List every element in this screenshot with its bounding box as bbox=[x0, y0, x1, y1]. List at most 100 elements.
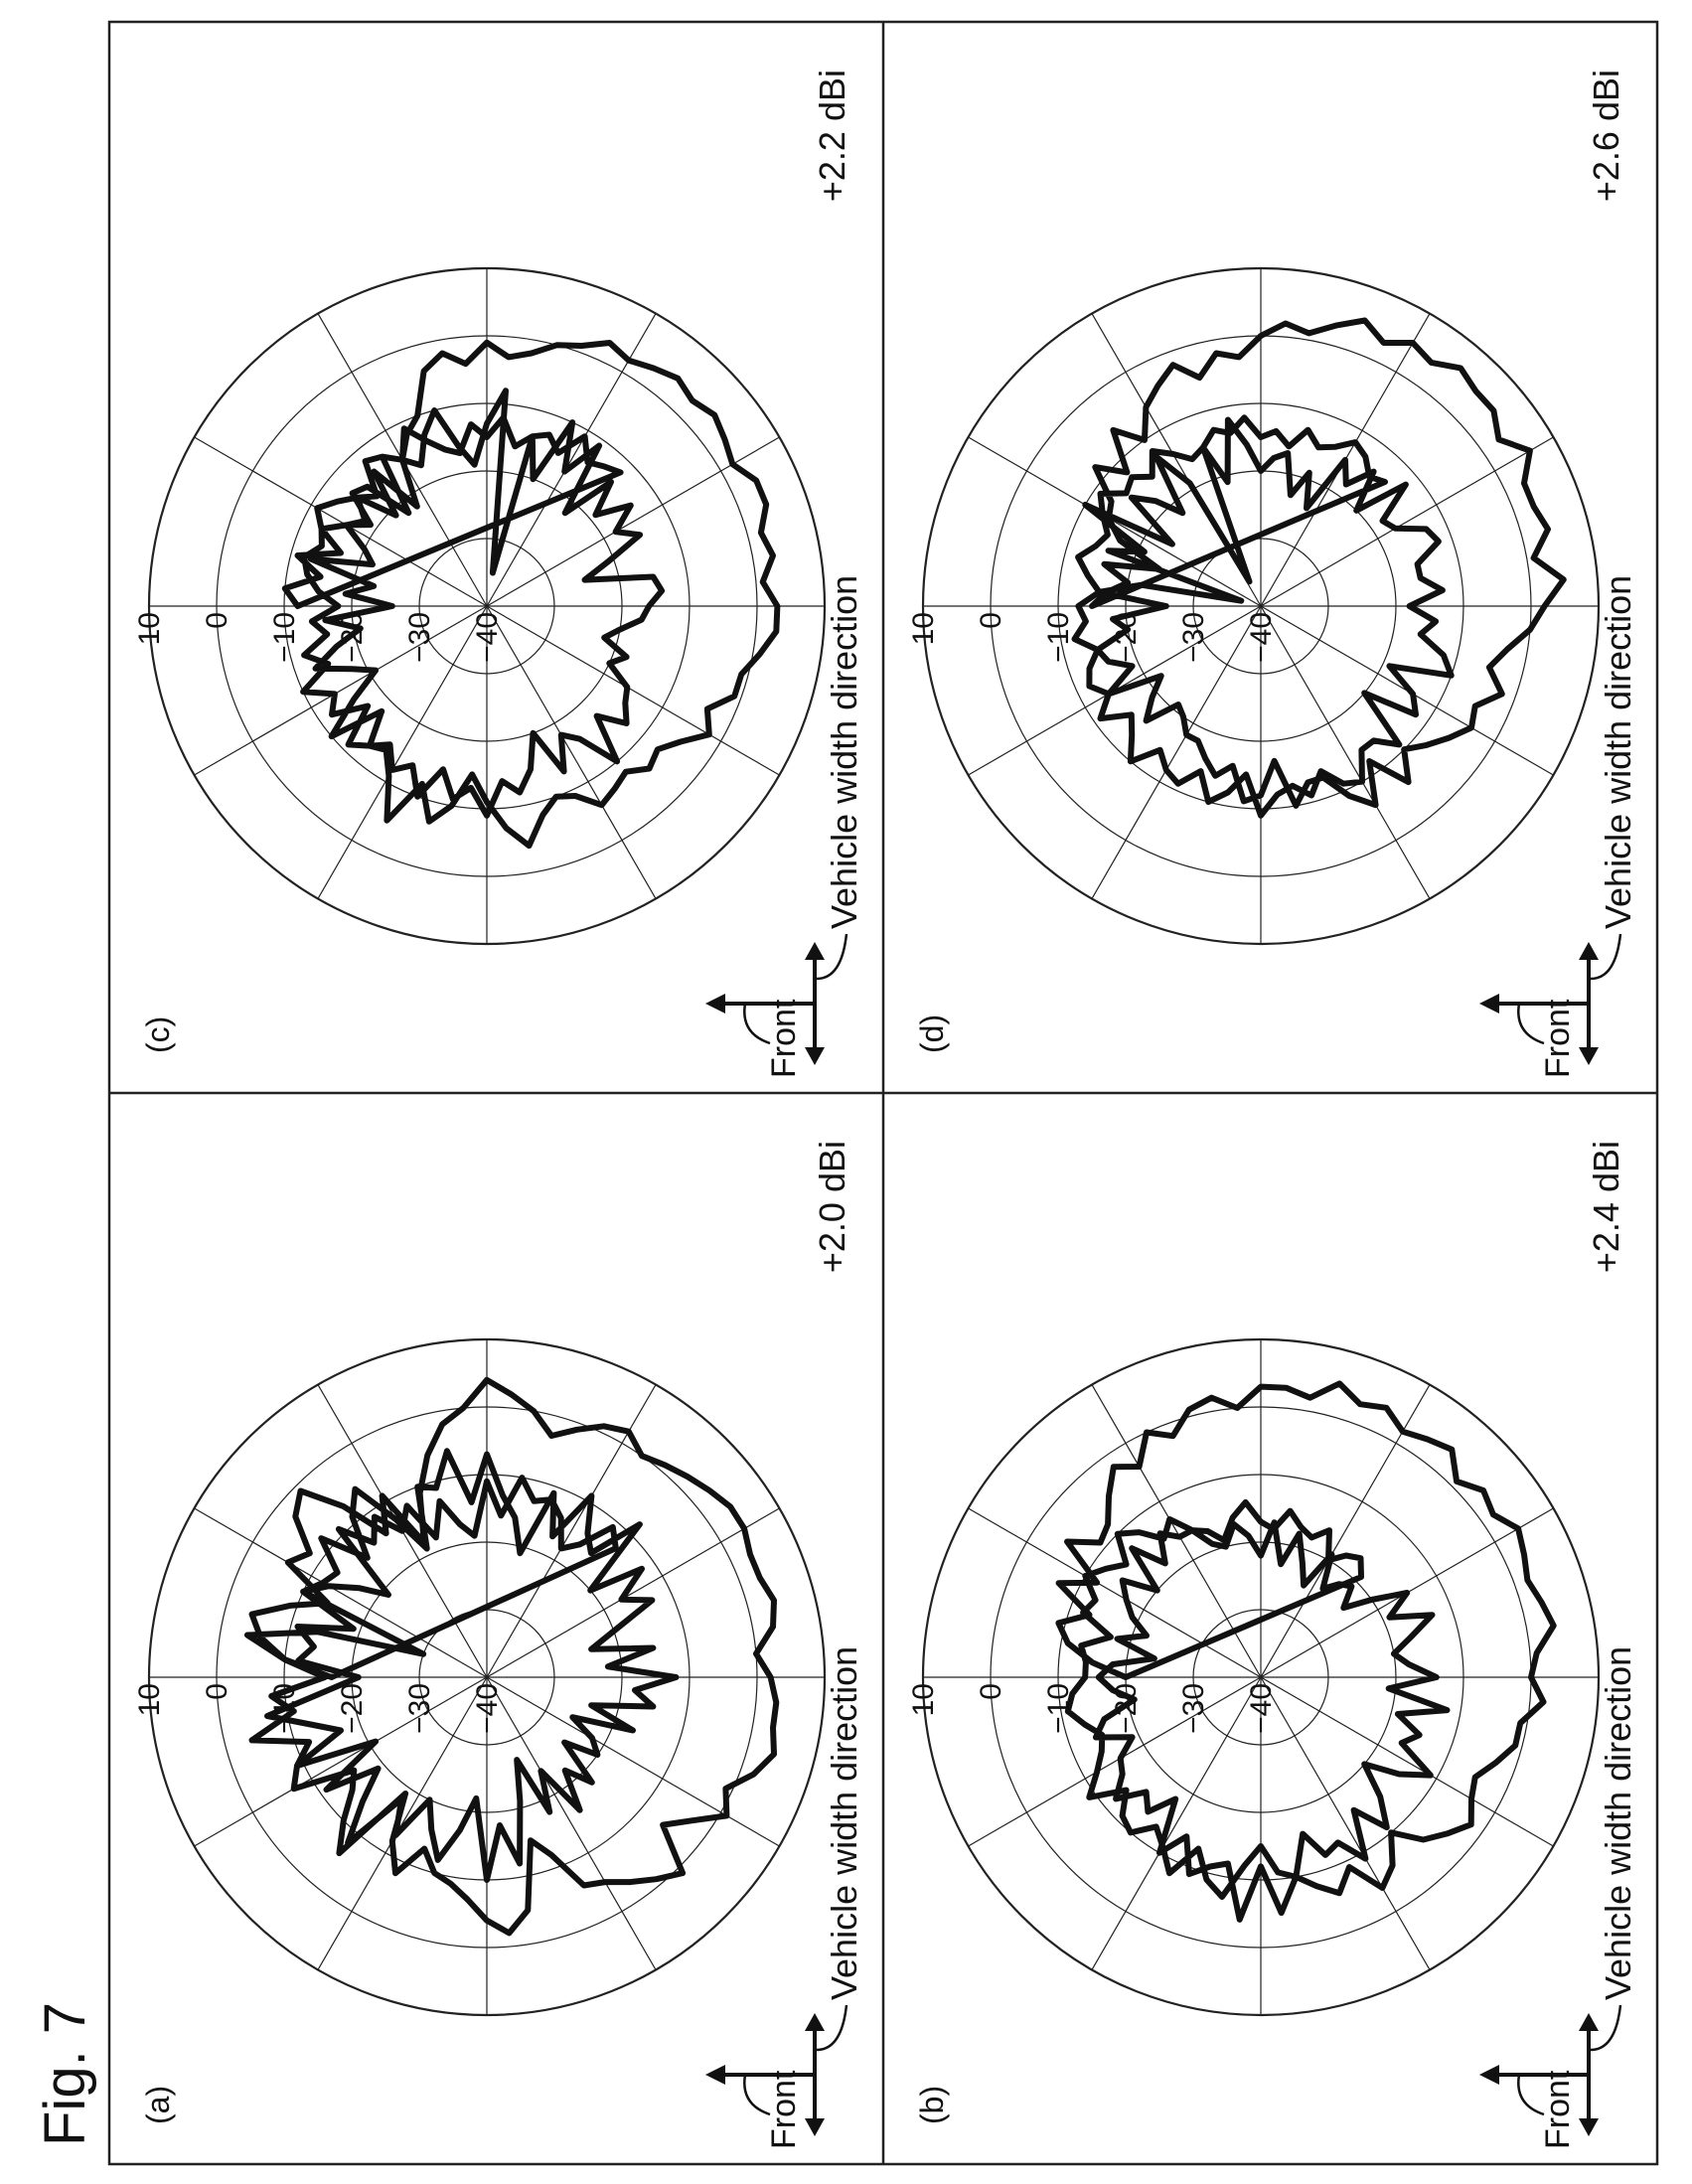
polar-spoke bbox=[194, 1676, 488, 1847]
width-arrow-head-left bbox=[1579, 2118, 1599, 2136]
orientation-arrows bbox=[1479, 2004, 1622, 2136]
polar-spoke bbox=[1260, 1676, 1554, 1847]
panel-frames bbox=[107, 20, 1659, 2166]
pattern-trace bbox=[1071, 317, 1567, 819]
gain-label: +2.6 dBi bbox=[1586, 70, 1626, 202]
polar-spoke bbox=[486, 605, 780, 776]
polar-spokes bbox=[149, 1339, 825, 2015]
radial-tick-label: −40 bbox=[471, 612, 504, 663]
pattern-trace bbox=[1055, 1380, 1557, 1923]
radial-tick-label: 0 bbox=[975, 1683, 1007, 1700]
direction-label: Vehicle width direction bbox=[1598, 1646, 1638, 2000]
gain-label: +2.2 dBi bbox=[812, 70, 852, 202]
polar-spoke bbox=[968, 1507, 1262, 1678]
front-label: Front bbox=[1539, 999, 1577, 1078]
pattern-trace bbox=[281, 339, 781, 850]
polar-spoke bbox=[1260, 436, 1554, 607]
polar-spoke bbox=[1260, 1384, 1431, 1678]
direction-label: Vehicle width direction bbox=[824, 1646, 864, 2000]
polar-spoke bbox=[1091, 1676, 1262, 1970]
pattern-trace bbox=[243, 1376, 780, 1937]
radial-tick-label: 0 bbox=[201, 1683, 233, 1700]
polar-spokes bbox=[923, 1339, 1599, 2015]
front-arrow-head bbox=[705, 2065, 725, 2085]
radial-tick-label: −30 bbox=[1177, 1683, 1210, 1734]
polar-spoke bbox=[194, 436, 488, 607]
panel-a: 10 0 −10 −20 −30 −40 (a) +2.0 dBi Front Vehicle w… bbox=[133, 1141, 864, 2149]
radial-tick-labels: 10 0 −10 −20 −30 −40 bbox=[907, 1683, 1278, 1734]
panel-b: 10 0 −10 −20 −30 −40 (b) +2.4 dBi Front Vehicle w… bbox=[907, 1141, 1638, 2149]
width-arrow-head-right bbox=[1579, 942, 1599, 960]
panel-label: (d) bbox=[914, 1014, 950, 1053]
radial-tick-label: −20 bbox=[1110, 1683, 1143, 1734]
front-leader bbox=[743, 2074, 771, 2116]
front-arrow-head bbox=[1479, 2065, 1499, 2085]
radial-tick-label: −30 bbox=[403, 612, 436, 663]
polar-spoke bbox=[968, 436, 1262, 607]
front-arrow-head bbox=[1479, 994, 1499, 1014]
polar-spoke bbox=[486, 1507, 780, 1678]
radial-tick-label: −10 bbox=[1042, 1683, 1075, 1734]
radial-tick-label: −20 bbox=[336, 1683, 369, 1734]
panel-d: 10 0 −10 −20 −30 −40 (d) +2.6 dBi Front Vehicle w… bbox=[907, 70, 1638, 1078]
width-leader bbox=[816, 933, 848, 981]
panel-label: (b) bbox=[914, 2086, 950, 2124]
polar-spoke bbox=[486, 1676, 780, 1847]
panels: 10 0 −10 −20 −30 −40 (a) +2.0 dBi Front Vehicle w… bbox=[133, 70, 1638, 2149]
radial-tick-labels: 10 0 −10 −20 −30 −40 bbox=[907, 612, 1278, 663]
polar-spoke bbox=[1091, 605, 1262, 899]
radial-tick-label: −20 bbox=[336, 612, 369, 663]
polar-spoke bbox=[486, 605, 657, 899]
figure-grid: 10 0 −10 −20 −30 −40 (a) +2.0 dBi Front Vehicle w… bbox=[107, 20, 1659, 2166]
direction-label: Vehicle width direction bbox=[824, 575, 864, 929]
radial-tick-labels: 10 0 −10 −20 −30 −40 bbox=[133, 612, 504, 663]
polar-spoke bbox=[317, 1676, 488, 1970]
width-arrow-head-right bbox=[805, 942, 825, 960]
width-arrow-head-right bbox=[805, 2013, 825, 2031]
front-leader bbox=[743, 1003, 771, 1045]
width-leader bbox=[1590, 933, 1622, 981]
width-leader bbox=[816, 2004, 848, 2052]
front-leader bbox=[1517, 1003, 1545, 1045]
polar-spoke bbox=[968, 1676, 1262, 1847]
width-arrow-head-left bbox=[1579, 1047, 1599, 1065]
radial-tick-label: 10 bbox=[133, 1683, 166, 1716]
panel-c: 10 0 −10 −20 −30 −40 (c) +2.2 dBi Front Vehicle w… bbox=[133, 70, 864, 1078]
polar-spoke bbox=[194, 605, 488, 776]
orientation-arrows bbox=[1479, 933, 1622, 1065]
width-arrow-head-right bbox=[1579, 2013, 1599, 2031]
width-arrow-head-left bbox=[805, 2118, 825, 2136]
direction-label: Vehicle width direction bbox=[1598, 575, 1638, 929]
radial-tick-label: −30 bbox=[1177, 612, 1210, 663]
radial-tick-label: 0 bbox=[975, 612, 1007, 629]
radial-tick-label: 10 bbox=[133, 612, 166, 645]
width-leader bbox=[1590, 2004, 1622, 2052]
radial-tick-label: −10 bbox=[268, 612, 301, 663]
polar-spoke bbox=[317, 605, 488, 899]
panel-label: (c) bbox=[140, 1016, 176, 1053]
gain-label: +2.0 dBi bbox=[812, 1141, 852, 1273]
figure-label: Fig. 7 bbox=[33, 2001, 97, 2146]
polar-spoke bbox=[486, 1676, 657, 1970]
front-label: Front bbox=[1539, 2070, 1577, 2149]
radial-tick-label: 10 bbox=[907, 612, 940, 645]
polar-spokes bbox=[923, 268, 1599, 944]
gain-label: +2.4 dBi bbox=[1586, 1141, 1626, 1273]
radial-tick-label: −40 bbox=[1245, 612, 1278, 663]
front-arrow-head bbox=[705, 994, 725, 1014]
orientation-arrows bbox=[705, 2004, 848, 2136]
radial-tick-label: −40 bbox=[1245, 1683, 1278, 1734]
front-label: Front bbox=[765, 2070, 803, 2149]
radial-tick-label: −40 bbox=[471, 1683, 504, 1734]
front-label: Front bbox=[765, 999, 803, 1078]
radial-tick-label: −10 bbox=[268, 1683, 301, 1734]
polar-spoke bbox=[1260, 1676, 1431, 1970]
front-leader bbox=[1517, 2074, 1545, 2116]
radial-tick-label: 10 bbox=[907, 1683, 940, 1716]
width-arrow-head-left bbox=[805, 1047, 825, 1065]
radial-tick-label: −30 bbox=[403, 1683, 436, 1734]
radial-tick-label: −10 bbox=[1042, 612, 1075, 663]
radial-tick-label: 0 bbox=[201, 612, 233, 629]
radial-tick-labels: 10 0 −10 −20 −30 −40 bbox=[133, 1683, 504, 1734]
polar-spokes bbox=[149, 268, 825, 944]
